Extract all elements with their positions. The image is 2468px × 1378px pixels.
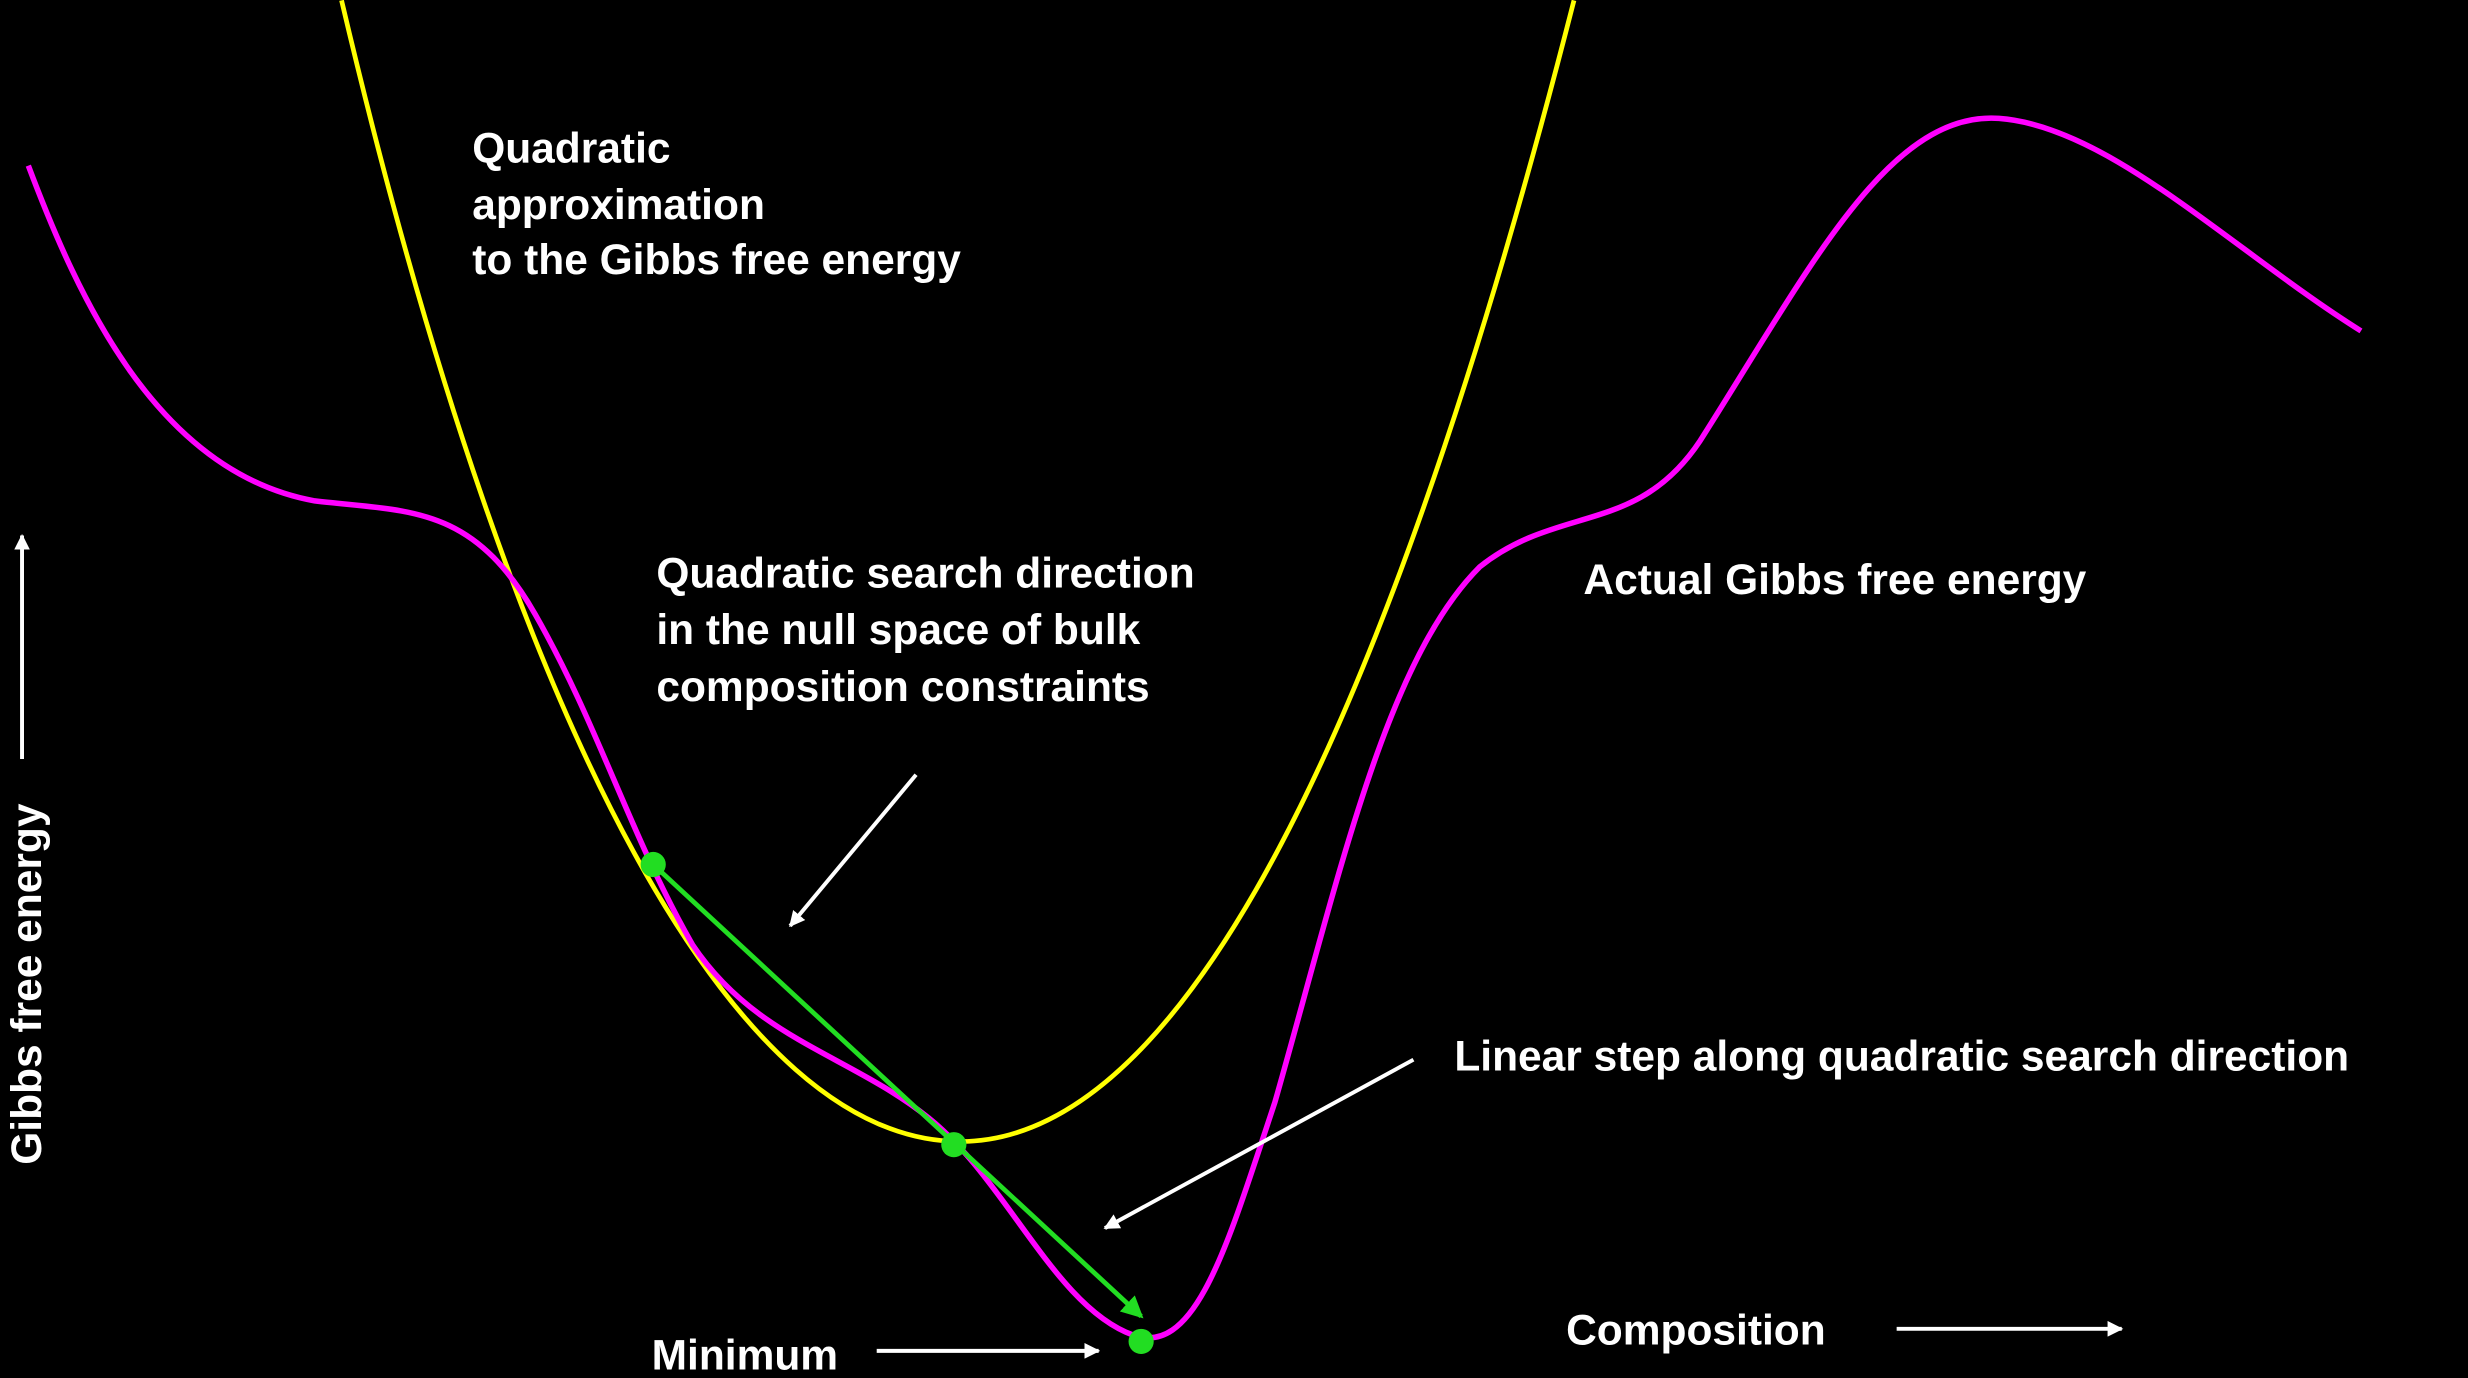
- label: composition constraints: [656, 664, 1149, 711]
- label: in the null space of bulk: [656, 607, 1140, 654]
- search-step: [651, 862, 1144, 1319]
- point: [1128, 1328, 1154, 1355]
- label: Linear step along quadratic search direc…: [1454, 1034, 2349, 1081]
- arrow: [788, 773, 918, 928]
- gibbs-curve: [25, 115, 2363, 1341]
- label: Composition: [1566, 1308, 1826, 1355]
- label: approximation: [472, 182, 765, 229]
- label: Quadratic: [472, 126, 670, 173]
- label: Minimum: [652, 1333, 838, 1378]
- y-axis-label: Gibbs free energy: [4, 803, 51, 1165]
- label: Quadratic search direction: [656, 550, 1194, 597]
- label: to the Gibbs free energy: [472, 237, 961, 284]
- point: [640, 851, 666, 878]
- label: Actual Gibbs free energy: [1583, 557, 2086, 604]
- point: [941, 1132, 967, 1158]
- arrow: [1103, 1057, 1415, 1230]
